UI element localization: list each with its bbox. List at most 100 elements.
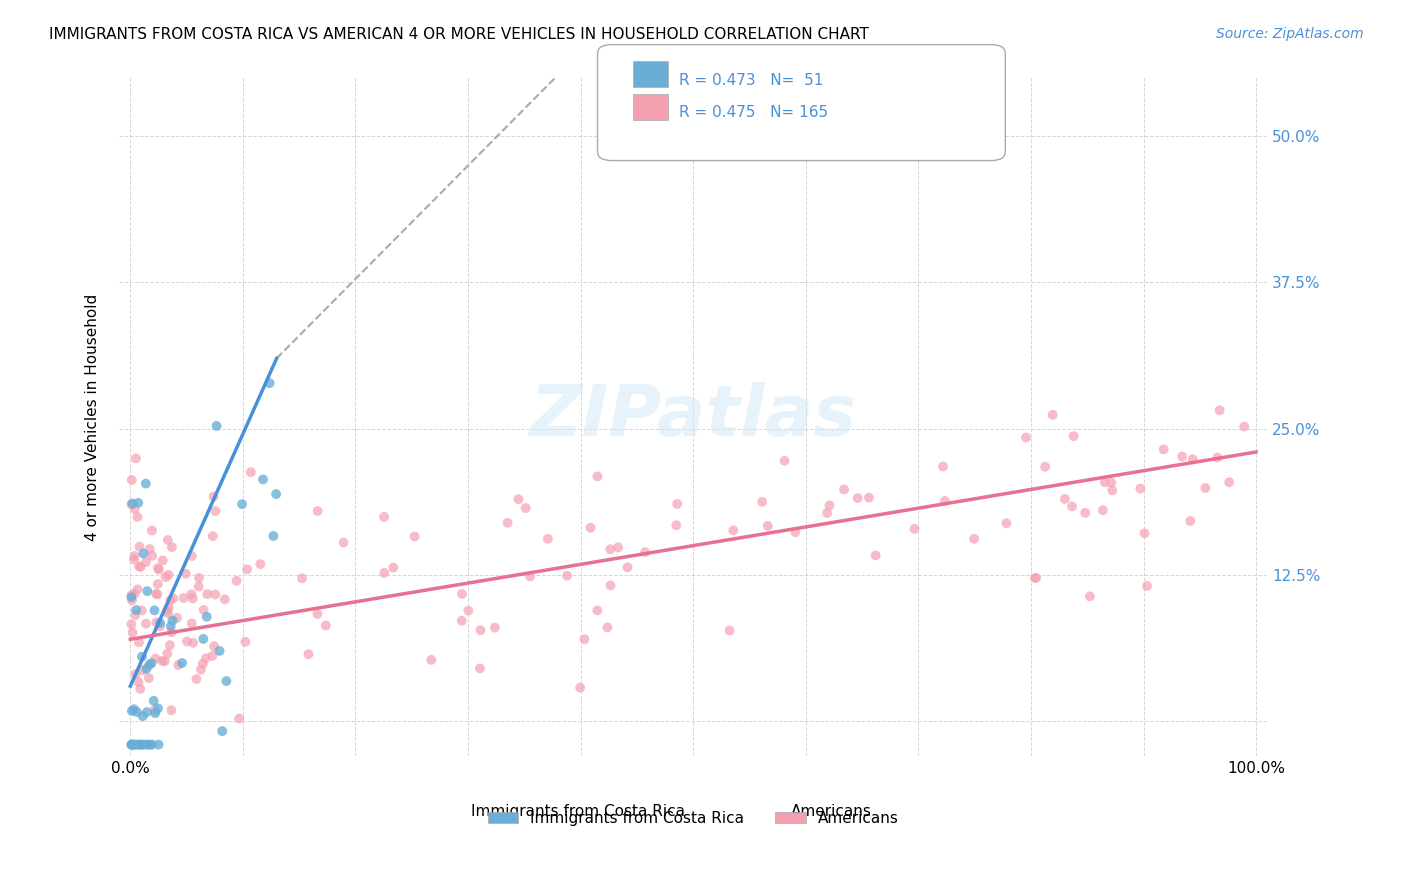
Point — [136, 738, 159, 752]
Point — [155, 570, 177, 584]
Legend: Immigrants from Costa Rica, Americans: Immigrants from Costa Rica, Americans — [482, 805, 905, 832]
Point — [751, 495, 773, 509]
Point — [128, 540, 150, 554]
Point — [166, 611, 188, 625]
Point — [201, 529, 224, 543]
Point — [124, 549, 146, 563]
Point — [139, 541, 162, 556]
Point — [195, 587, 218, 601]
Point — [404, 529, 426, 543]
Point — [146, 701, 169, 715]
Point — [124, 502, 146, 516]
Text: Immigrants from Costa Rica: Immigrants from Costa Rica — [471, 804, 685, 819]
Point — [180, 616, 202, 631]
Point — [120, 738, 142, 752]
Point — [1099, 475, 1122, 490]
Point — [332, 535, 354, 549]
Point — [160, 625, 183, 640]
Point — [599, 542, 621, 557]
Point — [160, 540, 183, 554]
Point — [141, 738, 163, 752]
Point — [239, 465, 262, 479]
Point — [131, 738, 153, 752]
Point — [157, 600, 180, 615]
FancyBboxPatch shape — [751, 797, 790, 814]
Point — [135, 476, 157, 491]
Point — [195, 609, 218, 624]
Point — [1233, 419, 1256, 434]
Point — [162, 591, 184, 606]
Point — [903, 522, 925, 536]
Point — [135, 662, 157, 676]
Y-axis label: 4 or more Vehicles in Household: 4 or more Vehicles in Household — [86, 293, 100, 541]
Point — [121, 625, 143, 640]
Point — [131, 649, 153, 664]
Point — [156, 607, 179, 621]
Point — [634, 545, 657, 559]
Point — [457, 604, 479, 618]
Point — [128, 635, 150, 649]
Point — [202, 490, 225, 504]
Point — [1078, 590, 1101, 604]
Point — [484, 621, 506, 635]
Point — [141, 656, 163, 670]
Point — [120, 738, 142, 752]
Point — [143, 703, 166, 717]
Point — [121, 593, 143, 607]
Point — [249, 557, 271, 571]
Point — [515, 501, 537, 516]
Point — [121, 473, 143, 487]
Point — [129, 560, 152, 574]
Point — [616, 560, 638, 574]
Point — [818, 499, 841, 513]
Point — [127, 496, 149, 510]
Point — [125, 705, 148, 719]
Point — [201, 648, 224, 663]
Point — [122, 702, 145, 716]
Point — [187, 580, 209, 594]
Point — [307, 607, 329, 621]
Point — [468, 661, 491, 675]
Point — [125, 738, 148, 752]
Point — [181, 636, 204, 650]
Point — [225, 574, 247, 588]
Point — [129, 681, 152, 696]
Point — [136, 584, 159, 599]
Point — [1208, 403, 1230, 417]
Point — [141, 549, 163, 563]
Point — [228, 712, 250, 726]
Point — [382, 560, 405, 574]
Point — [665, 518, 688, 533]
Point — [252, 472, 274, 486]
Point — [143, 603, 166, 617]
Point — [194, 651, 217, 665]
Point — [153, 654, 176, 668]
Point — [1063, 429, 1085, 443]
Point — [190, 663, 212, 677]
Point — [586, 469, 609, 483]
Point — [215, 674, 238, 689]
Point — [451, 587, 474, 601]
Point — [138, 657, 160, 672]
Point — [188, 571, 211, 585]
Point — [995, 516, 1018, 531]
Point — [231, 497, 253, 511]
Point — [156, 604, 179, 618]
Text: R = 0.473   N=  51: R = 0.473 N= 51 — [679, 73, 824, 88]
Point — [152, 553, 174, 567]
Point — [264, 487, 287, 501]
Point — [1153, 442, 1175, 457]
Point — [1042, 408, 1064, 422]
Point — [120, 617, 142, 632]
Point — [579, 521, 602, 535]
Point — [1015, 430, 1038, 444]
Point — [132, 709, 155, 723]
Point — [519, 569, 541, 583]
Point — [508, 492, 530, 507]
Point — [120, 588, 142, 602]
Point — [129, 738, 152, 752]
Point — [307, 504, 329, 518]
Point — [858, 491, 880, 505]
Point — [756, 519, 779, 533]
Point — [149, 619, 172, 633]
